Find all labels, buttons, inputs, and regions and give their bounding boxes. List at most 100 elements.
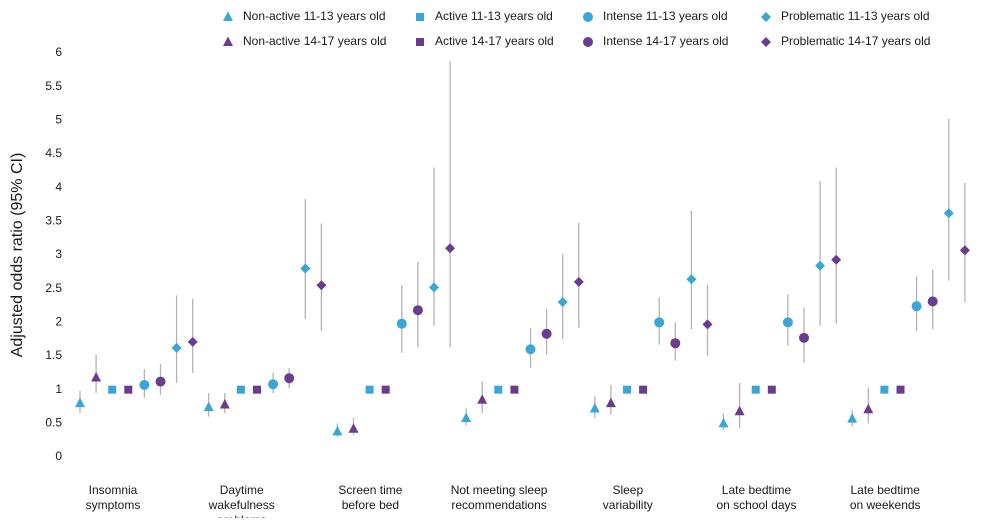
y-tick-label: 4.5 [45, 146, 62, 160]
marker [589, 403, 600, 413]
y-tick-label: 4 [55, 180, 62, 194]
marker [831, 254, 842, 265]
x-tick-label: variability [603, 498, 653, 512]
x-tick-label: Late bedtime [851, 483, 921, 497]
marker [751, 385, 760, 394]
marker [108, 385, 117, 394]
marker [896, 385, 905, 394]
marker [91, 372, 102, 382]
x-tick-label: Sleep [612, 483, 643, 497]
marker [767, 385, 776, 394]
y-tick-label: 1 [55, 382, 62, 396]
y-tick-label: 3 [55, 247, 62, 261]
legend-label: Problematic 14-17 years old [781, 34, 930, 48]
marker [541, 328, 552, 339]
x-tick-label: before bed [342, 498, 399, 512]
marker [494, 385, 503, 394]
x-tick-label: Screen time [338, 483, 402, 497]
marker [605, 397, 616, 408]
marker [316, 280, 327, 291]
y-tick-label: 5 [55, 113, 62, 127]
legend-marker [416, 13, 424, 21]
legend-marker [761, 12, 771, 22]
marker [381, 385, 390, 394]
x-tick-label: on school days [716, 498, 796, 512]
legend-marker [761, 37, 771, 47]
legend-label: Intense 14-17 years old [603, 34, 728, 48]
y-tick-label: 2 [55, 315, 62, 329]
marker [863, 403, 874, 414]
y-axis-label: Adjusted odds ratio (95% CI) [9, 153, 26, 358]
y-tick-label: 0.5 [45, 416, 62, 430]
x-tick-label: wakefulness [208, 498, 275, 512]
marker [139, 379, 150, 390]
marker [654, 317, 665, 328]
legend-marker [223, 36, 233, 46]
x-tick-label: on weekends [850, 498, 921, 512]
marker [75, 397, 85, 408]
marker [782, 317, 793, 328]
marker [847, 413, 858, 423]
marker [927, 296, 938, 307]
marker [815, 260, 826, 271]
marker [943, 208, 954, 219]
marker [284, 373, 295, 384]
x-tick-label: symptoms [86, 498, 141, 512]
x-tick-label: Not meeting sleep [451, 483, 548, 497]
y-tick-label: 3.5 [45, 214, 62, 228]
marker [429, 282, 439, 293]
marker [461, 412, 472, 422]
y-tick-label: 0 [55, 449, 62, 463]
x-tick-label: Late bedtime [722, 483, 792, 497]
legend-label: Non-active 11-13 years old [243, 9, 386, 23]
marker [477, 394, 488, 404]
y-tick-label: 1.5 [45, 348, 62, 362]
legend-marker [583, 37, 593, 47]
legend-label: Active 11-13 years old [435, 9, 553, 23]
x-tick-label: Insomnia [89, 483, 138, 497]
marker [799, 332, 809, 343]
y-tick-label: 2.5 [45, 281, 62, 295]
marker [911, 301, 922, 312]
marker [187, 336, 198, 347]
marker [268, 379, 279, 390]
marker [557, 297, 568, 308]
marker [510, 385, 519, 394]
legend-marker [223, 11, 233, 21]
marker [396, 318, 407, 329]
marker [445, 243, 456, 254]
marker [880, 385, 889, 394]
marker [734, 405, 745, 416]
x-tick-label: Daytime [220, 483, 264, 497]
legend-marker [583, 12, 593, 22]
marker [573, 276, 584, 287]
legend-marker [416, 38, 424, 46]
x-tick-label: problems [217, 513, 266, 518]
marker [332, 425, 343, 436]
marker [686, 274, 697, 285]
marker [124, 385, 133, 394]
marker [412, 305, 423, 316]
legend-label: Problematic 11-13 years old [781, 9, 930, 23]
y-tick-label: 5.5 [45, 79, 62, 93]
marker [219, 398, 230, 409]
marker [155, 376, 166, 387]
marker [718, 417, 729, 428]
marker [348, 423, 359, 433]
x-tick-label: recommendations [451, 498, 546, 512]
marker [171, 342, 182, 353]
marker [203, 401, 214, 412]
marker [525, 344, 536, 355]
marker [365, 385, 374, 394]
marker [639, 385, 648, 394]
marker [959, 245, 970, 256]
marker [253, 385, 261, 394]
marker [702, 319, 713, 330]
legend-label: Intense 11-13 years old [603, 9, 728, 23]
legend-label: Active 14-17 years old [435, 34, 554, 48]
marker [300, 263, 311, 274]
y-tick-label: 6 [55, 45, 62, 59]
marker [623, 385, 631, 394]
